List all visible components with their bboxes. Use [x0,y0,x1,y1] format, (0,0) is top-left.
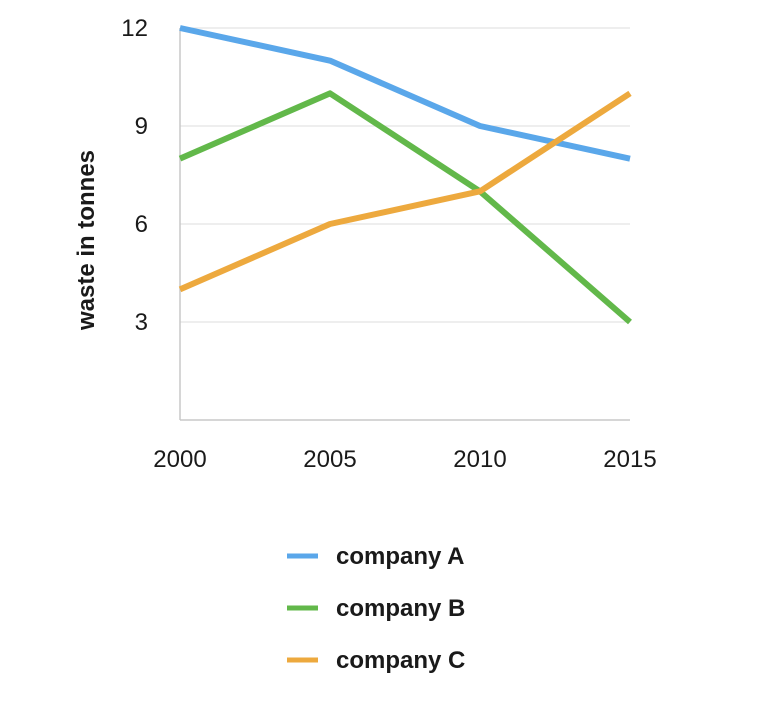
series-line-3 [178,90,632,293]
x-tick-label: 2000 [153,446,206,473]
legend: company A company B company C [287,543,465,674]
y-tick-label: 12 [121,15,148,42]
grid-lines [180,27,630,323]
series-lines [178,25,632,325]
x-tick-labels: 2000 2005 2010 2015 [153,446,656,473]
legend-label: company B [336,595,465,622]
series-line-2 [178,90,632,325]
y-tick-label: 9 [135,113,148,140]
y-tick-labels: 3 6 9 12 [121,15,148,336]
legend-label: company A [336,543,464,570]
x-tick-label: 2010 [453,446,506,473]
legend-label: company C [336,647,465,674]
y-axis-title: waste in tonnes [73,150,100,331]
y-tick-label: 6 [135,211,148,238]
axes [179,28,630,421]
x-tick-label: 2005 [303,446,356,473]
x-tick-label: 2015 [603,446,656,473]
y-tick-label: 3 [135,309,148,336]
